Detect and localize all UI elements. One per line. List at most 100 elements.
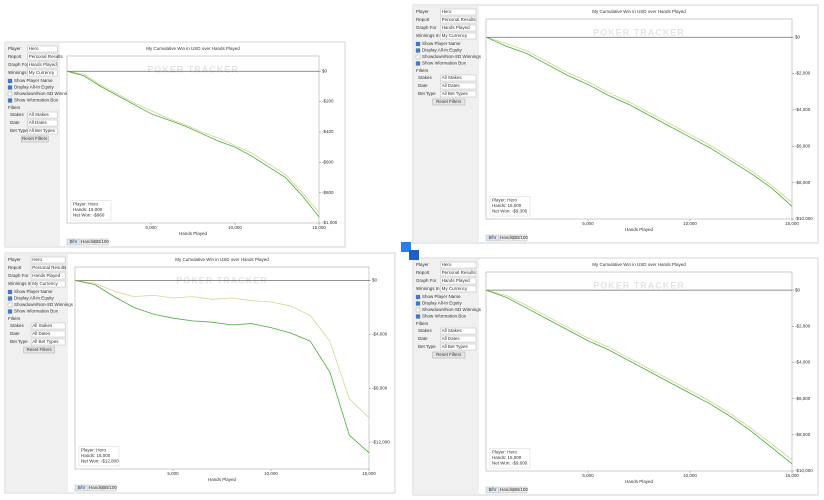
field-label: Report <box>416 270 430 275</box>
checkbox[interactable] <box>7 302 13 308</box>
dropdown[interactable] <box>440 285 477 293</box>
reset-label: Reset Filters <box>436 99 462 104</box>
dropdown[interactable] <box>30 256 66 264</box>
checkbox[interactable] <box>415 41 421 47</box>
filter-dropdown[interactable] <box>440 327 477 335</box>
series-line <box>485 36 793 203</box>
tab-button[interactable] <box>80 238 95 246</box>
dropdown[interactable] <box>27 53 58 61</box>
sidebar-bg <box>6 254 68 492</box>
filters-title: Filters <box>8 105 21 110</box>
series-line <box>66 70 320 218</box>
filter-dropdown[interactable] <box>27 127 58 135</box>
dropdown[interactable] <box>27 61 58 69</box>
series-line <box>74 280 370 454</box>
checkbox[interactable] <box>7 85 13 90</box>
filter-label: Bet Type <box>418 344 436 349</box>
filter-dropdown[interactable] <box>27 111 58 119</box>
tab-button[interactable] <box>74 484 89 492</box>
field-label: Report <box>8 265 22 270</box>
y-tick-label: $0 <box>372 278 378 283</box>
dropdown[interactable] <box>440 32 477 40</box>
tab-button[interactable] <box>499 486 514 494</box>
dropdown[interactable] <box>440 8 477 16</box>
checkbox-label: Display All-In Equity <box>14 85 55 90</box>
checkbox[interactable] <box>7 309 13 314</box>
x-axis-label: Hands Played <box>625 479 654 484</box>
filter-label: Date <box>10 120 20 125</box>
checkbox[interactable] <box>415 314 421 319</box>
chart: My Cumulative Win in USD over Hands Play… <box>485 262 813 494</box>
info-line: Net Won: -$9,300 <box>492 209 528 214</box>
reset-button[interactable] <box>21 135 49 143</box>
filter-dropdown[interactable] <box>440 343 477 351</box>
chart: My Cumulative Win in USD over Hands Play… <box>66 46 338 246</box>
checkbox[interactable] <box>415 294 421 300</box>
tab-button[interactable] <box>94 238 109 246</box>
checkbox-label: Show Information Box <box>14 309 59 314</box>
checkbox[interactable] <box>7 296 13 301</box>
dropdown[interactable] <box>440 16 477 24</box>
tab-button[interactable] <box>88 484 103 492</box>
info-line: Net Won: -$12,800 <box>81 459 119 464</box>
filter-dropdown[interactable] <box>30 330 66 338</box>
reset-button[interactable] <box>23 346 55 354</box>
tab-button[interactable] <box>485 486 500 494</box>
x-tick-label: 15,000 <box>785 221 799 226</box>
checkbox-label: Show Information Box <box>422 61 467 66</box>
dropdown[interactable] <box>30 264 66 272</box>
dropdown[interactable] <box>440 269 477 277</box>
series-line <box>485 289 793 461</box>
tab-button[interactable] <box>513 234 528 242</box>
dropdown[interactable] <box>440 24 477 32</box>
dropdown-value: My Currency <box>32 281 58 286</box>
x-tick-label: 10,000 <box>683 473 697 478</box>
sidebar-bg <box>414 6 479 242</box>
filter-dropdown[interactable] <box>30 322 66 330</box>
checkbox[interactable] <box>415 307 421 313</box>
tab-button[interactable] <box>102 484 117 492</box>
checkbox[interactable] <box>7 91 13 97</box>
dropdown[interactable] <box>440 261 477 269</box>
dropdown-value: Hero <box>32 257 42 262</box>
filter-value: All Stakes <box>32 323 53 328</box>
tab-button[interactable] <box>499 234 514 242</box>
tab-button[interactable] <box>66 238 81 246</box>
checkbox[interactable] <box>7 289 13 295</box>
sidebar: Player Hero Report Personal Results Graph Fo… <box>414 259 482 494</box>
y-tick-label: -$200 <box>322 99 334 104</box>
checkbox[interactable] <box>7 98 13 103</box>
checkbox-label: Showdown/Non-SD Winnings <box>14 302 74 307</box>
filter-dropdown[interactable] <box>27 119 58 127</box>
tab-label: BB/100 <box>102 485 117 490</box>
filter-label: Stakes <box>418 75 433 80</box>
reset-button[interactable] <box>432 351 466 359</box>
center-icon <box>401 242 419 260</box>
checkbox[interactable] <box>415 48 421 53</box>
x-tick-label: 5,000 <box>167 471 179 476</box>
tab-button[interactable] <box>513 486 528 494</box>
checkbox[interactable] <box>415 301 421 306</box>
filter-dropdown[interactable] <box>30 338 66 346</box>
chart: My Cumulative Win in USD over Hands Play… <box>485 9 813 242</box>
filter-dropdown[interactable] <box>440 90 477 98</box>
reset-button[interactable] <box>432 98 466 106</box>
dropdown[interactable] <box>30 280 66 288</box>
filter-dropdown[interactable] <box>440 74 477 82</box>
filter-dropdown[interactable] <box>440 335 477 343</box>
checkbox[interactable] <box>7 78 13 84</box>
dropdown[interactable] <box>27 69 58 77</box>
chart-title: My Cumulative Win in USD over Hands Play… <box>592 262 686 267</box>
checkbox[interactable] <box>415 54 421 60</box>
tab-button[interactable] <box>485 234 500 242</box>
dropdown[interactable] <box>30 272 66 280</box>
dropdown[interactable] <box>440 277 477 285</box>
x-tick-label: 10,000 <box>228 225 242 230</box>
dropdown-value: My Currency <box>442 286 468 291</box>
checkbox[interactable] <box>415 61 421 66</box>
dropdown[interactable] <box>27 45 58 53</box>
filter-value: All Dates <box>32 331 51 336</box>
filter-dropdown[interactable] <box>440 82 477 90</box>
